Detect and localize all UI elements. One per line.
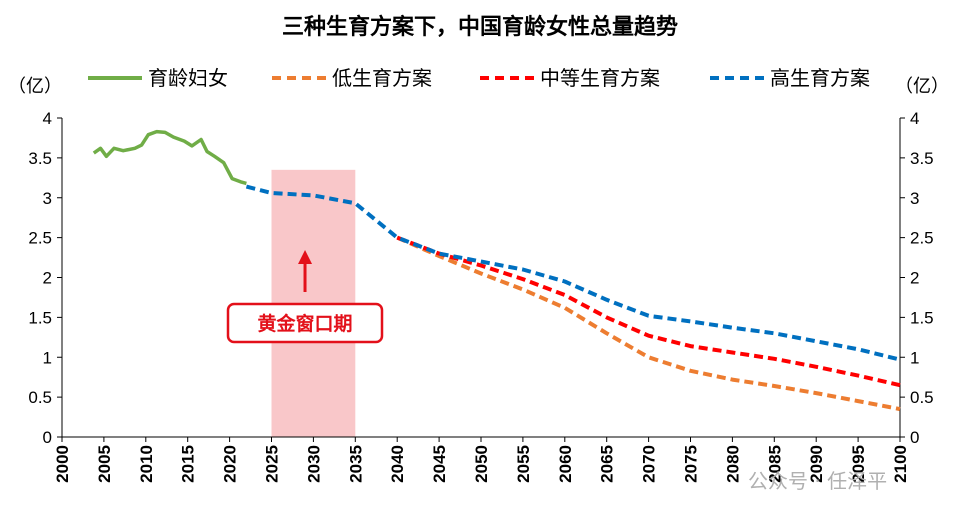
- right-y-tick-label: 4: [910, 109, 919, 128]
- right-y-tick-label: 1: [910, 348, 919, 367]
- chart-title: 三种生育方案下，中国育龄女性总量趋势: [282, 14, 678, 40]
- x-tick-label: 2010: [137, 445, 156, 483]
- x-tick-label: 2060: [556, 445, 575, 483]
- annotation: 黄金窗口期: [226, 250, 384, 344]
- x-tick-label: 2040: [388, 445, 407, 483]
- series-line: [245, 184, 901, 362]
- right-y-tick-label: 0.5: [910, 388, 934, 407]
- x-tick-label: 2030: [304, 445, 323, 483]
- series-group: [92, 129, 901, 412]
- x-tick-label: 2025: [263, 445, 282, 483]
- x-tick-label: 2065: [598, 445, 617, 483]
- legend-label: 育龄妇女: [148, 66, 228, 90]
- series-line: [396, 235, 901, 412]
- x-tick-label: 2090: [807, 445, 826, 483]
- x-tick-label: 2015: [179, 445, 198, 483]
- right-y-tick-label: 3: [910, 189, 919, 208]
- right-y-tick-label: 2: [910, 269, 919, 288]
- x-tick-label: 2085: [765, 445, 784, 483]
- axes: 0 0 0.5 0.5 1 1 1.5 1.5 2 2 2.5 2.5 3 3 3.5 3.5 4 4 2000 20…: [28, 109, 933, 483]
- x-tick-label: 2070: [640, 445, 659, 483]
- left-axis-unit: （亿）: [8, 76, 62, 97]
- right-y-tick-label: 1.5: [910, 308, 934, 327]
- series-line: [396, 235, 901, 388]
- watermark: 公众号 · 任泽平: [748, 469, 887, 493]
- left-y-tick-label: 0.5: [28, 388, 52, 407]
- right-y-tick-label: 0: [910, 428, 919, 447]
- x-tick-label: 2100: [891, 445, 910, 483]
- annotation-label: 黄金窗口期: [257, 312, 352, 335]
- right-y-tick-label: 3.5: [910, 149, 934, 168]
- x-tick-label: 2005: [95, 445, 114, 483]
- left-y-tick-label: 2: [43, 269, 52, 288]
- x-tick-label: 2055: [514, 445, 533, 483]
- left-y-tick-label: 1: [43, 348, 52, 367]
- x-tick-label: 2050: [472, 445, 491, 483]
- left-y-tick-label: 4: [43, 109, 52, 128]
- series-line: [92, 129, 247, 186]
- left-y-tick-label: 2.5: [28, 229, 52, 248]
- x-tick-label: 2075: [682, 445, 701, 483]
- annotation-arrowhead: [298, 250, 313, 264]
- legend-label: 高生育方案: [770, 66, 870, 90]
- left-y-tick-label: 0: [43, 428, 52, 447]
- left-y-tick-label: 3: [43, 189, 52, 208]
- annotation-box: [226, 302, 384, 344]
- legend-label: 中等生育方案: [540, 66, 660, 90]
- legend-label: 低生育方案: [332, 66, 432, 90]
- x-tick-label: 2045: [430, 445, 449, 483]
- x-tick-label: 2080: [723, 445, 742, 483]
- right-axis-unit: （亿）: [895, 76, 949, 97]
- legend: 育龄妇女 低生育方案 中等生育方案 高生育方案: [88, 66, 870, 90]
- x-tick-label: 2000: [53, 445, 72, 483]
- right-y-tick-label: 2.5: [910, 229, 934, 248]
- x-tick-label: 2020: [221, 445, 240, 483]
- x-tick-label: 2035: [346, 445, 365, 483]
- x-tick-label: 2095: [849, 445, 868, 483]
- left-y-tick-label: 3.5: [28, 149, 52, 168]
- left-y-tick-label: 1.5: [28, 308, 52, 327]
